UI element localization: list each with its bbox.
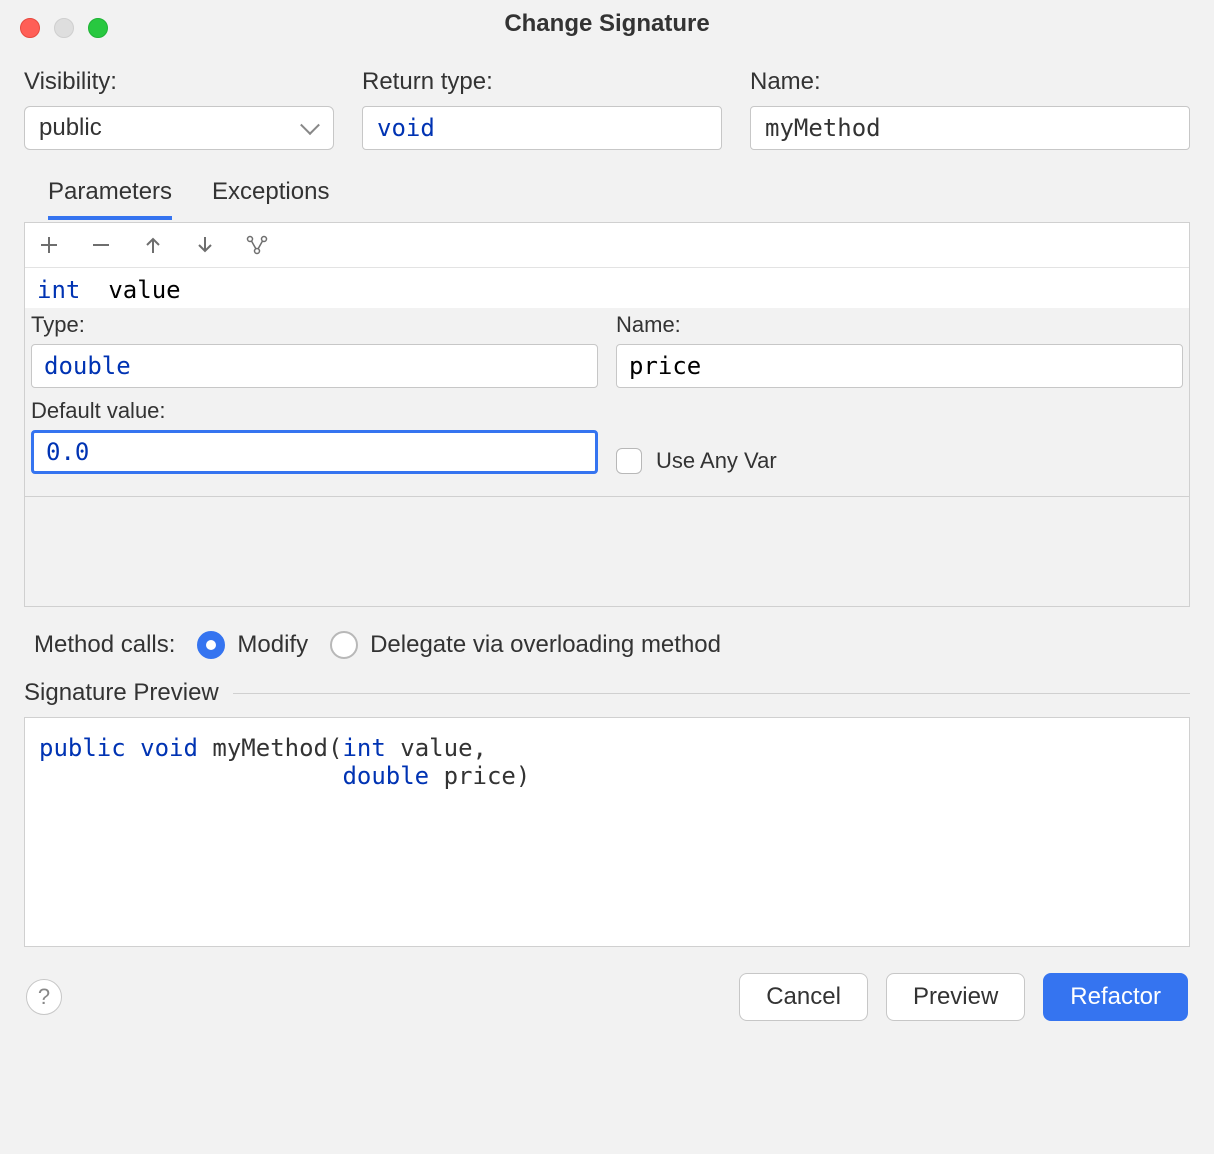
parameter-type: int [37, 276, 80, 304]
parameter-name: value [108, 276, 180, 304]
parameters-panel-spacer [24, 497, 1190, 607]
signature-preview-box: public void myMethod(int value, double p… [24, 717, 1190, 947]
use-any-var-option[interactable]: Use Any Var [616, 448, 1183, 474]
preview-void: void [140, 734, 198, 762]
param-name-input[interactable] [616, 344, 1183, 388]
propagate-icon[interactable] [245, 233, 269, 257]
move-up-icon[interactable] [141, 233, 165, 257]
preview-button[interactable]: Preview [886, 973, 1025, 1021]
remove-parameter-icon[interactable] [89, 233, 113, 257]
default-value-input[interactable] [31, 430, 598, 474]
preview-value: value [400, 734, 472, 762]
window-title: Change Signature [20, 10, 1194, 38]
dialog-content: Visibility: public Return type: Name: Pa… [0, 48, 1214, 1045]
preview-public: public [39, 734, 126, 762]
default-value-label: Default value: [31, 398, 598, 424]
modify-label: Modify [237, 631, 308, 659]
return-type-label: Return type: [362, 68, 722, 96]
use-any-var-label: Use Any Var [656, 448, 777, 474]
help-button[interactable]: ? [26, 979, 62, 1015]
parameter-edit-form: Type: Name: Default value: [25, 308, 1189, 496]
tab-exceptions[interactable]: Exceptions [212, 178, 329, 220]
refactor-button[interactable]: Refactor [1043, 973, 1188, 1021]
return-type-input[interactable] [362, 106, 722, 150]
delegate-radio[interactable] [330, 631, 358, 659]
signature-preview-label: Signature Preview [24, 679, 219, 707]
preview-comma: , [473, 734, 487, 762]
preview-pad [39, 762, 342, 790]
titlebar: Change Signature [0, 0, 1214, 48]
preview-method: myMethod [212, 734, 328, 762]
close-window-button[interactable] [20, 18, 40, 38]
modify-radio[interactable] [197, 631, 225, 659]
method-name-field: Name: [750, 68, 1190, 150]
parameters-panel: int value Type: Name: Default valu [24, 222, 1190, 497]
header-fields-row: Visibility: public Return type: Name: [24, 68, 1190, 150]
modify-option[interactable]: Modify [197, 631, 308, 659]
tabs: Parameters Exceptions [24, 178, 1190, 221]
preview-open: ( [328, 734, 342, 762]
visibility-value: public [39, 114, 102, 142]
cancel-button[interactable]: Cancel [739, 973, 868, 1021]
preview-price: price [444, 762, 516, 790]
parameter-row[interactable]: int value [25, 268, 1189, 308]
traffic-lights [20, 18, 108, 38]
visibility-select[interactable]: public [24, 106, 334, 150]
visibility-label: Visibility: [24, 68, 334, 96]
method-calls-label: Method calls: [34, 631, 175, 659]
parameters-toolbar [25, 223, 1189, 268]
delegate-label: Delegate via overloading method [370, 631, 721, 659]
signature-preview-divider [233, 693, 1190, 694]
use-any-var-checkbox[interactable] [616, 448, 642, 474]
visibility-field: Visibility: public [24, 68, 334, 150]
preview-int: int [342, 734, 385, 762]
dialog-footer: ? Cancel Preview Refactor [24, 947, 1190, 1021]
minimize-window-button[interactable] [54, 18, 74, 38]
param-name-label: Name: [616, 312, 1183, 338]
help-icon: ? [38, 984, 50, 1010]
preview-double: double [342, 762, 429, 790]
add-parameter-icon[interactable] [37, 233, 61, 257]
method-calls-row: Method calls: Modify Delegate via overlo… [24, 607, 1190, 679]
param-type-input[interactable] [31, 344, 598, 388]
signature-preview-header: Signature Preview [24, 679, 1190, 707]
preview-close: ) [516, 762, 530, 790]
param-type-label: Type: [31, 312, 598, 338]
move-down-icon[interactable] [193, 233, 217, 257]
method-name-input[interactable] [750, 106, 1190, 150]
method-name-label: Name: [750, 68, 1190, 96]
tab-parameters[interactable]: Parameters [48, 178, 172, 220]
return-type-field: Return type: [362, 68, 722, 150]
delegate-option[interactable]: Delegate via overloading method [330, 631, 721, 659]
change-signature-dialog: Change Signature Visibility: public Retu… [0, 0, 1214, 1154]
maximize-window-button[interactable] [88, 18, 108, 38]
